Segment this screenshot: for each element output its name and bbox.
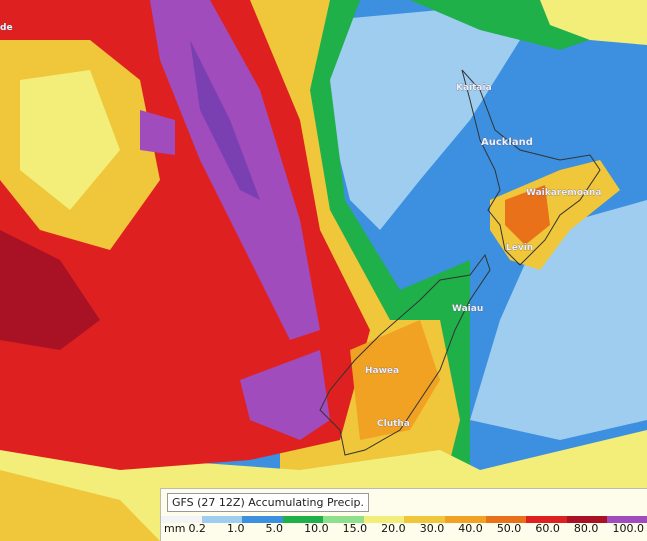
legend-label: 0.2	[188, 522, 206, 535]
precip-zone	[190, 40, 260, 200]
legend-label: 80.0	[573, 522, 599, 535]
legend-labels: mm 0.2 1.0 5.0 10.0 15.0 20.0 30.0 40.0 50.0 60.0 8…	[161, 522, 647, 536]
legend-swatch	[445, 516, 486, 523]
place-label: Waiau	[452, 304, 483, 314]
precip-zone	[330, 10, 520, 230]
precip-zone	[140, 110, 175, 155]
legend-unit: mm	[164, 522, 186, 535]
legend-swatch	[485, 516, 527, 523]
legend-swatch	[323, 516, 364, 523]
precip-zone	[20, 70, 120, 210]
legend-bar	[161, 516, 647, 523]
legend-swatch	[607, 516, 647, 523]
place-label: Levin	[506, 243, 533, 253]
precip-zone	[540, 0, 647, 45]
place-label: Waikaremoana	[526, 188, 601, 198]
legend-label: 5.0	[265, 522, 284, 535]
legend-title: GFS (27 12Z) Accumulating Precip.	[167, 493, 370, 512]
precip-zone	[0, 230, 100, 350]
coastline	[461, 69, 601, 266]
legend-label: 20.0	[381, 522, 406, 535]
coastline	[319, 253, 491, 456]
precip-zone	[240, 350, 330, 440]
legend-label: 15.0	[342, 522, 368, 535]
precip-zone	[505, 185, 550, 245]
place-label: de	[0, 23, 13, 33]
legend-swatch	[201, 516, 243, 523]
legend-swatch	[282, 516, 324, 523]
legend-label: 100.0	[612, 522, 644, 535]
legend-swatch	[363, 516, 405, 523]
legend-swatch	[242, 516, 283, 523]
place-label: Auckland	[481, 137, 533, 148]
legend: GFS (27 12Z) Accumulating Precip. mm 0.2 1…	[160, 488, 647, 541]
legend-swatch	[404, 516, 446, 523]
legend-label: 10.0	[304, 522, 329, 535]
place-label: Kaitaia	[456, 83, 492, 93]
place-label: Hawea	[365, 366, 399, 376]
legend-swatch	[526, 516, 567, 523]
place-label: Clutha	[377, 419, 410, 429]
legend-label: 60.0	[535, 522, 560, 535]
legend-label: 1.0	[226, 522, 245, 535]
precip-zone	[0, 470, 160, 541]
precip-zone	[470, 200, 647, 440]
legend-swatch	[566, 516, 608, 523]
legend-label: 40.0	[458, 522, 483, 535]
legend-label: 50.0	[496, 522, 522, 535]
precip-zone	[350, 320, 440, 440]
legend-label: 30.0	[419, 522, 445, 535]
legend-swatch	[161, 516, 202, 523]
